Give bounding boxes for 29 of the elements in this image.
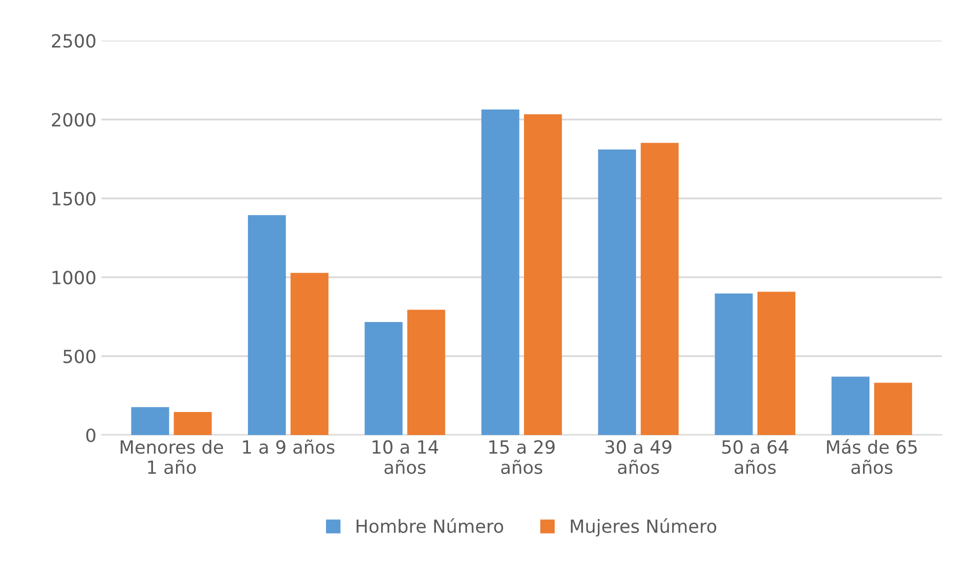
x-tick-label: Más de 65 años	[827, 439, 917, 474]
legend-label: Hombre Número	[356, 518, 504, 533]
bar	[524, 114, 562, 435]
x-tick-label: 1 a 9 años	[243, 440, 334, 454]
bar	[714, 293, 753, 435]
x-tick-label: 10 a 14 años	[372, 440, 438, 474]
bar	[640, 142, 679, 435]
bar	[290, 272, 328, 435]
x-tick-label: 30 a 49 años	[605, 440, 672, 474]
bar	[407, 310, 446, 435]
legend-label: Mujeres Número	[570, 518, 716, 536]
x-tick-label: 15 a 29 años	[489, 440, 555, 474]
y-tick-label: 0	[86, 428, 96, 442]
bar	[874, 382, 912, 435]
x-tick-label: Menores de 1 año	[120, 440, 224, 474]
bar	[832, 376, 870, 435]
bar	[248, 215, 286, 435]
y-tick-label: 500	[64, 350, 96, 364]
bar	[757, 292, 796, 435]
bar	[364, 322, 403, 435]
y-tick-label: 1500	[52, 192, 96, 206]
bar	[598, 149, 636, 435]
y-tick-label: 2500	[52, 34, 96, 48]
bar	[481, 110, 520, 435]
x-tick-label: 50 a 64 años	[722, 440, 788, 474]
y-tick-label: 1000	[52, 270, 96, 284]
bar	[131, 407, 170, 435]
bar	[174, 412, 212, 435]
y-tick-label: 2000	[52, 112, 96, 127]
